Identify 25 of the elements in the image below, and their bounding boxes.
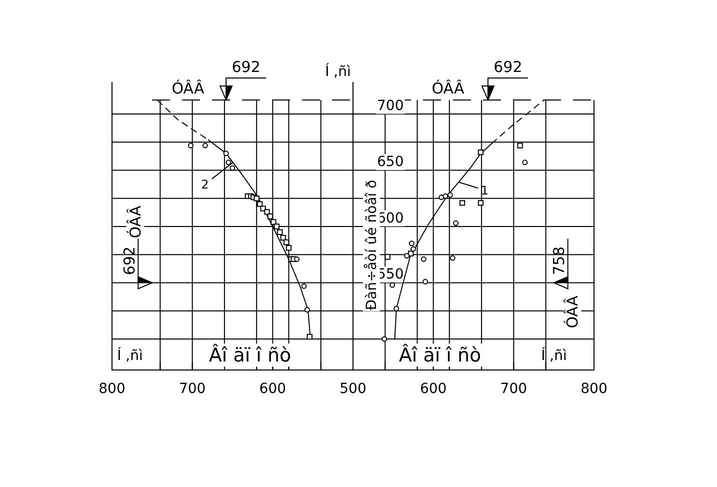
- text: Âî äï î ñò: [208, 344, 292, 367]
- text: 692: [232, 58, 260, 76]
- x-axis-title: Í ,ñì: [541, 347, 567, 364]
- y-axis-title: Í ,ñì: [325, 63, 351, 80]
- x-tick-label: 500: [340, 380, 366, 397]
- x-tick-label: 800: [580, 380, 608, 397]
- annotation: 758: [550, 246, 568, 276]
- text: Âî äï î ñò: [398, 344, 482, 367]
- y-tick-label: 700: [377, 98, 404, 114]
- x-tick-label: 800: [98, 380, 126, 397]
- text: 2: [201, 178, 209, 192]
- x-tick-label: 700: [178, 380, 206, 397]
- legend-label: 1: [480, 183, 488, 198]
- x-tick-label: 700: [500, 380, 528, 397]
- text: ÓÂÂ: [172, 79, 205, 98]
- annotation: 692: [120, 246, 138, 276]
- y-tick-label: 650: [377, 154, 404, 170]
- annotation: Ðàñ÷åòí ûé ñòâî ð: [362, 180, 380, 310]
- annotation: ÓÂÂ: [126, 205, 144, 238]
- x-tick-label: 600: [259, 380, 286, 397]
- annotation: ÓÂÂ: [563, 295, 582, 328]
- text: ÓÂÂ: [432, 79, 465, 98]
- x-tick-label: 600: [420, 380, 447, 397]
- x-axis-title: Í ,ñì: [117, 347, 143, 364]
- text: 692: [494, 58, 522, 76]
